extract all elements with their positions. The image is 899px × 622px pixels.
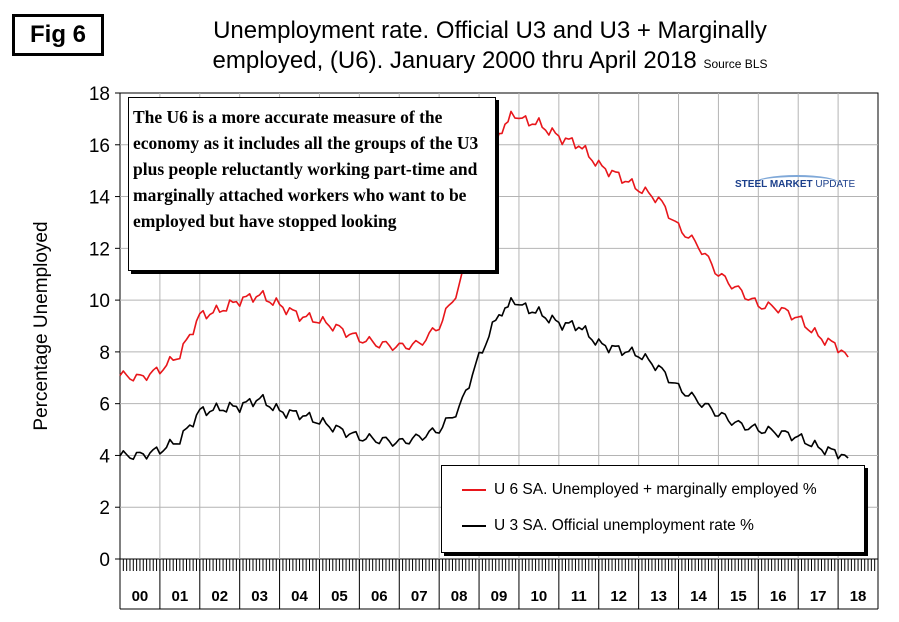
x-tick-label: 17 bbox=[810, 588, 827, 605]
y-tick-label: 8 bbox=[99, 343, 110, 364]
y-tick-label: 6 bbox=[99, 395, 110, 416]
title-line-1: Unemployment rate. Official U3 and U3 + … bbox=[213, 17, 767, 44]
legend-swatch-u6 bbox=[462, 489, 486, 491]
legend-swatch-u3 bbox=[462, 525, 486, 527]
annotation-box: The U6 is a more accurate measure of the… bbox=[128, 97, 496, 271]
x-tick-label: 14 bbox=[690, 588, 707, 605]
legend-item-u6: U 6 SA. Unemployed + marginally employed… bbox=[462, 480, 817, 500]
steel-market-update-logo: STEEL MARKET UPDATE bbox=[733, 175, 863, 199]
x-tick-label: 11 bbox=[571, 588, 587, 605]
logo-arc bbox=[755, 175, 839, 191]
x-tick-label: 10 bbox=[531, 588, 548, 605]
x-tick-label: 01 bbox=[171, 588, 188, 605]
x-tick-label: 09 bbox=[491, 588, 508, 605]
x-tick-label: 05 bbox=[331, 588, 348, 605]
x-tick-label: 16 bbox=[770, 588, 787, 605]
logo-text-light: UPDATE bbox=[815, 179, 856, 190]
y-tick-label: 0 bbox=[99, 550, 110, 571]
x-tick-label: 15 bbox=[730, 588, 747, 605]
y-tick-label: 18 bbox=[89, 84, 110, 105]
x-tick-label: 02 bbox=[211, 588, 228, 605]
legend-label-u3: U 3 SA. Official unemployment rate % bbox=[494, 517, 754, 534]
x-tick-label: 00 bbox=[132, 588, 149, 605]
x-tick-label: 08 bbox=[451, 588, 468, 605]
source-note: Source BLS bbox=[703, 57, 768, 71]
y-tick-label: 16 bbox=[89, 136, 110, 157]
logo-text-bold: STEEL MARKET bbox=[735, 179, 813, 190]
y-tick-label: 4 bbox=[99, 446, 110, 467]
y-tick-label: 2 bbox=[99, 498, 110, 519]
x-tick-label: 06 bbox=[371, 588, 388, 605]
x-tick-label: 18 bbox=[850, 588, 867, 605]
x-tick-label: 03 bbox=[251, 588, 268, 605]
chart-title: Unemployment rate. Official U3 and U3 + … bbox=[140, 16, 840, 79]
logo-text: STEEL MARKET UPDATE bbox=[735, 179, 855, 190]
chart-legend: U 6 SA. Unemployed + marginally employed… bbox=[441, 465, 865, 553]
legend-label-u6: U 6 SA. Unemployed + marginally employed… bbox=[494, 481, 817, 498]
x-tick-label: 04 bbox=[291, 588, 308, 605]
x-tick-label: 07 bbox=[411, 588, 428, 605]
figure-badge: Fig 6 bbox=[12, 14, 104, 56]
x-tick-label: 12 bbox=[610, 588, 627, 605]
title-line-2-wrap: employed, (U6). January 2000 thru April … bbox=[140, 46, 840, 79]
y-tick-label: 12 bbox=[89, 239, 110, 260]
title-line-2: employed, (U6). January 2000 thru April … bbox=[212, 47, 697, 74]
series-line-u3 bbox=[119, 297, 849, 461]
x-tick-label: 13 bbox=[650, 588, 667, 605]
y-tick-label: 10 bbox=[89, 291, 110, 312]
y-tick-label: 14 bbox=[89, 188, 111, 209]
legend-item-u3: U 3 SA. Official unemployment rate % bbox=[462, 516, 754, 536]
